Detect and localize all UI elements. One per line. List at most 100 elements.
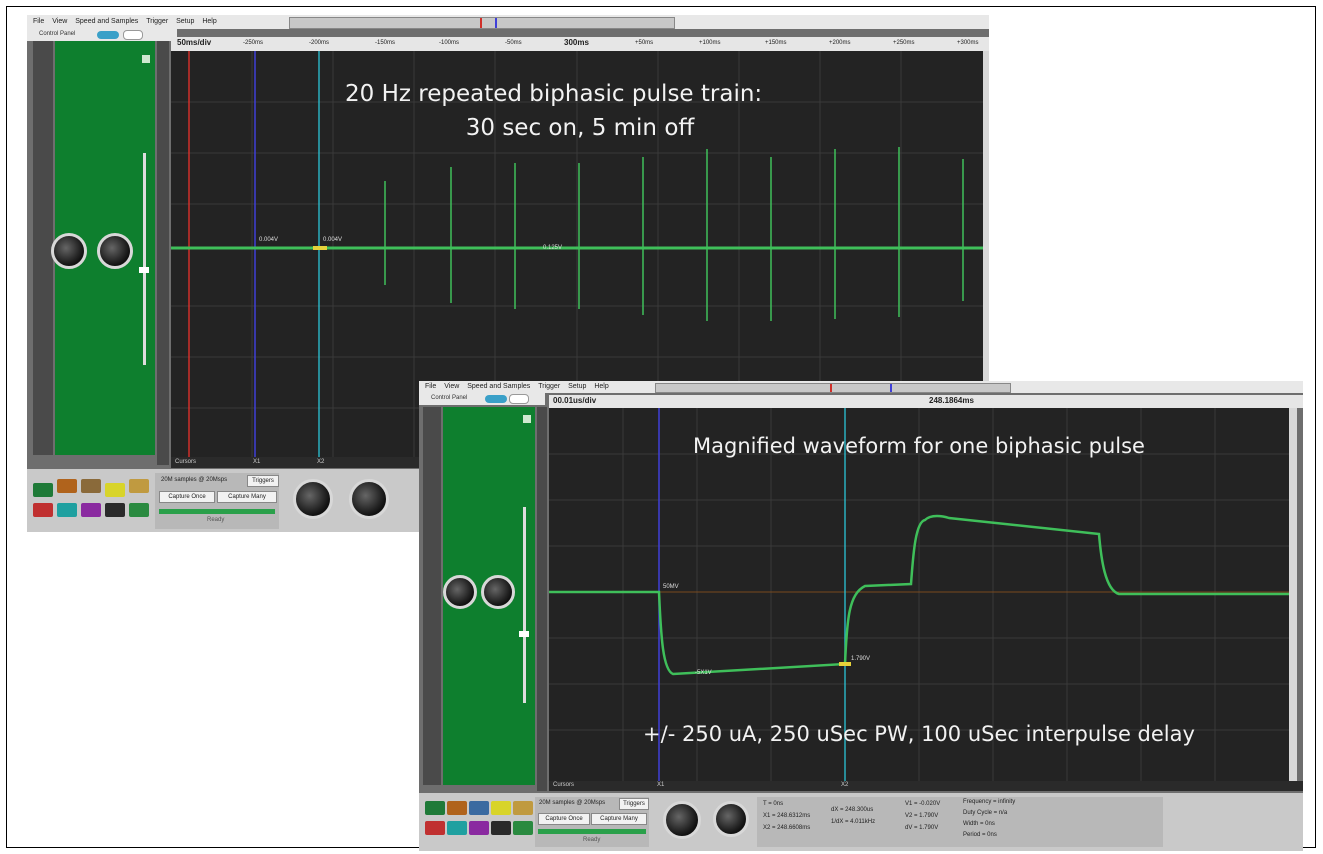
time-knob-2[interactable] (713, 801, 749, 837)
buffer-overview-bar[interactable] (289, 17, 675, 29)
readout-t: T = 0ns (763, 801, 784, 807)
progress-bar (538, 829, 646, 834)
time-axis-bar-2: 00.01us/div 248.1864ms (549, 395, 1303, 408)
capture-info: 20M samples @ 20Msps (161, 477, 228, 483)
channel-toggle-off[interactable] (123, 30, 143, 40)
vertical-slider[interactable] (523, 507, 526, 703)
channel-swatch[interactable] (105, 503, 125, 517)
channel-swatch[interactable] (491, 821, 511, 835)
readout-duty-cycle: Duty Cycle = n/a (963, 810, 1008, 816)
footer-x1[interactable]: X1 (657, 782, 665, 788)
volts-knob-1[interactable] (443, 575, 477, 609)
readout-x2: X2 = 248.6608ms (763, 825, 811, 831)
panel-corner-button[interactable] (142, 55, 150, 63)
triggers-button[interactable]: Triggers (247, 475, 279, 487)
left-strip-2 (423, 407, 441, 785)
menu-help[interactable]: Help (594, 383, 609, 390)
channel-swatch[interactable] (81, 503, 101, 517)
cursor-value-mid: 0.125V (543, 245, 563, 251)
channel-swatch[interactable] (513, 821, 533, 835)
channel-toggle-on[interactable] (485, 395, 507, 403)
channel-swatch[interactable] (425, 821, 445, 835)
time-knob-2[interactable] (349, 479, 389, 519)
readout-width: Width = 0ns (963, 821, 995, 827)
channel-swatch[interactable] (447, 821, 467, 835)
time-knob-1[interactable] (663, 801, 701, 839)
channel-swatch[interactable] (81, 479, 101, 493)
vertical-slider-handle[interactable] (519, 631, 529, 637)
capture-many-button[interactable]: Capture Many (217, 491, 277, 503)
overlay-magnified-title: Magnified waveform for one biphasic puls… (693, 434, 1145, 458)
menu-view[interactable]: View (444, 383, 460, 390)
menu-trigger[interactable]: Trigger (146, 18, 169, 25)
capture-once-button[interactable]: Capture Once (159, 491, 215, 503)
menu-help[interactable]: Help (202, 18, 217, 25)
menu-setup[interactable]: Setup (176, 18, 195, 25)
footer-x2[interactable]: X2 (841, 782, 849, 788)
time-center: 300ms (564, 38, 589, 47)
channel-swatch[interactable] (513, 801, 533, 815)
menu-file[interactable]: File (33, 18, 45, 25)
channel-swatch[interactable] (447, 801, 467, 815)
menu-file[interactable]: File (425, 383, 437, 390)
pulse-spikes (384, 147, 964, 321)
time-knob-1[interactable] (293, 479, 333, 519)
channel-swatch[interactable] (129, 503, 149, 517)
buffer-overview-bar-2[interactable] (655, 383, 1011, 393)
channel-swatch[interactable] (129, 479, 149, 493)
control-panel-bar-2: Control Panel (419, 393, 545, 405)
channel-toggle-on[interactable] (97, 31, 119, 39)
channel-swatch[interactable] (469, 821, 489, 835)
triggers-button[interactable]: Triggers (619, 798, 649, 810)
control-panel-label[interactable]: Control Panel (431, 395, 468, 401)
buffer-marker-red (480, 18, 482, 28)
time-tick: +150ms (765, 40, 787, 46)
volts-knob-1[interactable] (51, 233, 87, 269)
time-tick: +300ms (957, 40, 979, 46)
footer-cursors[interactable]: Cursors (175, 459, 197, 465)
channel-swatch[interactable] (469, 801, 489, 815)
menu-trigger[interactable]: Trigger (538, 383, 561, 390)
time-axis-bar: 50ms/div -250ms -200ms -150ms -100ms -50… (171, 37, 989, 51)
channel-swatch[interactable] (33, 483, 53, 497)
time-tick: +250ms (893, 40, 915, 46)
timebase-label[interactable]: 00.01us/div (553, 396, 597, 405)
waveform-plot-2[interactable]: 50MV -5X1V 1.790V Magnified waveform for… (549, 408, 1289, 781)
channel-toggle-off[interactable] (509, 394, 529, 404)
channel-swatch[interactable] (57, 479, 77, 493)
capture-once-button[interactable]: Capture Once (538, 813, 590, 825)
timebase-label[interactable]: 50ms/div (177, 38, 212, 47)
menu-speed[interactable]: Speed and Samples (75, 18, 139, 25)
channel-swatch[interactable] (425, 801, 445, 815)
capture-many-button[interactable]: Capture Many (591, 813, 647, 825)
vertical-slider[interactable] (143, 153, 146, 365)
channel-swatch[interactable] (491, 801, 511, 815)
time-tick: -50ms (505, 40, 522, 46)
overlay-title-line-1: 20 Hz repeated biphasic pulse train: (345, 81, 763, 107)
menu-speed[interactable]: Speed and Samples (467, 383, 531, 390)
vertical-slider-handle[interactable] (139, 267, 149, 273)
channel-swatch[interactable] (57, 503, 77, 517)
channel-swatch[interactable] (105, 483, 125, 497)
channel-swatch[interactable] (33, 503, 53, 517)
grid-2 (549, 408, 1289, 781)
footer-cursors[interactable]: Cursors (553, 782, 575, 788)
readout-v1: V1 = -0.020V (905, 801, 941, 807)
vertical-scrollbar-1[interactable] (983, 51, 989, 457)
readout-v2: V2 = 1.790V (905, 813, 939, 819)
footer-x2[interactable]: X2 (317, 459, 325, 465)
volts-knob-2[interactable] (481, 575, 515, 609)
time-tick: -100ms (439, 40, 460, 46)
volts-knob-2[interactable] (97, 233, 133, 269)
overlay-pulse-parameters: +/- 250 uA, 250 uSec PW, 100 uSec interp… (643, 722, 1195, 746)
control-panel-label[interactable]: Control Panel (39, 31, 76, 37)
panel-corner-button[interactable] (523, 415, 531, 423)
capture-box-2: 20M samples @ 20Msps Triggers Capture On… (535, 797, 649, 847)
menu-setup[interactable]: Setup (568, 383, 587, 390)
menu-view[interactable]: View (52, 18, 68, 25)
oscilloscope-window-2: File View Speed and Samples Trigger Setu… (419, 381, 1303, 851)
footer-x1[interactable]: X1 (253, 459, 261, 465)
vertical-scrollbar-2[interactable] (1289, 408, 1297, 781)
panel-divider (157, 41, 169, 465)
waveform-svg-2 (549, 408, 1289, 781)
